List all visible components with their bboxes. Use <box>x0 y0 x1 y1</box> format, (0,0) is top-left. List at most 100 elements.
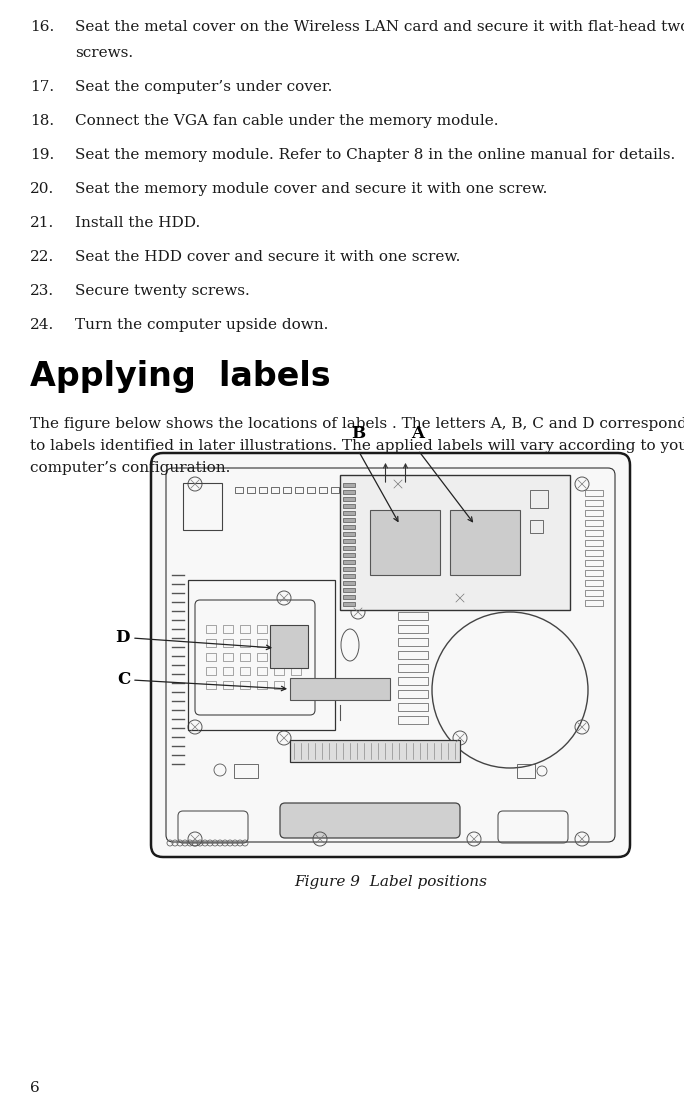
Bar <box>340 475 570 610</box>
Bar <box>585 530 603 536</box>
Text: A: A <box>412 425 425 442</box>
Text: Seat the metal cover on the Wireless LAN card and secure it with flat-head two: Seat the metal cover on the Wireless LAN… <box>75 20 684 34</box>
Bar <box>343 490 355 494</box>
Bar <box>343 581 355 586</box>
Text: 23.: 23. <box>30 284 54 298</box>
Text: Applying  labels: Applying labels <box>30 360 330 393</box>
Bar <box>291 681 301 689</box>
Bar <box>291 625 301 633</box>
Bar <box>585 590 603 596</box>
Bar <box>290 678 390 700</box>
Bar <box>398 612 428 620</box>
Text: 22.: 22. <box>30 250 54 264</box>
Text: Install the HDD.: Install the HDD. <box>75 216 200 230</box>
Bar <box>398 716 428 724</box>
Bar <box>343 497 355 501</box>
Bar <box>295 487 303 494</box>
Bar <box>343 487 351 494</box>
Bar <box>240 667 250 675</box>
Bar <box>343 539 355 543</box>
Bar <box>585 580 603 586</box>
Bar <box>398 676 428 685</box>
Text: 20.: 20. <box>30 182 54 196</box>
Bar <box>257 681 267 689</box>
Bar <box>234 764 258 779</box>
Text: 17.: 17. <box>30 80 54 94</box>
Bar <box>517 764 535 779</box>
Bar <box>319 487 327 494</box>
Bar <box>398 664 428 672</box>
Text: 21.: 21. <box>30 216 54 230</box>
Bar <box>274 625 284 633</box>
Bar <box>188 580 335 730</box>
Bar <box>355 487 363 494</box>
Text: 18.: 18. <box>30 114 54 128</box>
Bar <box>206 625 216 633</box>
Bar <box>343 503 355 508</box>
Bar <box>259 487 267 494</box>
Bar <box>450 510 520 574</box>
Bar <box>343 525 355 529</box>
Text: computer’s configuration.: computer’s configuration. <box>30 461 231 475</box>
Bar <box>183 484 222 530</box>
Bar <box>343 567 355 571</box>
Bar <box>343 546 355 550</box>
Bar <box>257 667 267 675</box>
Text: Connect the VGA fan cable under the memory module.: Connect the VGA fan cable under the memo… <box>75 114 499 128</box>
Bar <box>235 487 243 494</box>
Bar <box>290 740 460 762</box>
Bar <box>223 639 233 647</box>
Bar <box>274 681 284 689</box>
Bar <box>240 639 250 647</box>
Bar <box>270 625 308 668</box>
Bar <box>274 653 284 661</box>
Bar <box>343 560 355 564</box>
Bar <box>271 487 279 494</box>
Text: Seat the memory module. Refer to Chapter 8 in the online manual for details.: Seat the memory module. Refer to Chapter… <box>75 147 675 162</box>
Bar <box>223 681 233 689</box>
Bar <box>398 703 428 711</box>
Bar <box>206 653 216 661</box>
Bar <box>343 484 355 487</box>
Text: 24.: 24. <box>30 318 54 332</box>
Bar <box>257 639 267 647</box>
Bar <box>585 500 603 506</box>
Bar <box>530 490 548 508</box>
Bar <box>585 560 603 566</box>
Bar <box>307 487 315 494</box>
Text: Turn the computer upside down.: Turn the computer upside down. <box>75 318 328 332</box>
Text: The figure below shows the locations of labels . The letters A, B, C and D corre: The figure below shows the locations of … <box>30 417 684 431</box>
Bar <box>247 487 255 494</box>
Bar <box>585 510 603 516</box>
Bar <box>343 518 355 522</box>
Text: Seat the computer’s under cover.: Seat the computer’s under cover. <box>75 80 332 94</box>
Bar <box>343 553 355 557</box>
Text: Figure 9  Label positions: Figure 9 Label positions <box>294 875 487 889</box>
Text: to labels identified in later illustrations. The applied labels will vary accord: to labels identified in later illustrati… <box>30 439 684 452</box>
Bar <box>530 520 543 533</box>
Bar <box>223 667 233 675</box>
Text: D: D <box>116 630 130 647</box>
Bar <box>283 487 291 494</box>
Bar <box>291 667 301 675</box>
Bar <box>343 588 355 592</box>
Bar <box>206 639 216 647</box>
Bar <box>343 574 355 578</box>
Bar <box>585 570 603 576</box>
Bar <box>343 532 355 536</box>
Bar <box>223 653 233 661</box>
Bar <box>240 625 250 633</box>
Bar <box>223 625 233 633</box>
Bar <box>343 511 355 515</box>
Bar <box>370 510 440 574</box>
Bar <box>367 487 375 494</box>
Bar <box>585 540 603 546</box>
Bar <box>257 625 267 633</box>
Bar <box>343 602 355 606</box>
Text: 16.: 16. <box>30 20 54 34</box>
Bar <box>206 681 216 689</box>
Text: C: C <box>117 672 130 689</box>
Bar <box>291 639 301 647</box>
Bar <box>206 667 216 675</box>
Text: Seat the memory module cover and secure it with one screw.: Seat the memory module cover and secure … <box>75 182 547 196</box>
